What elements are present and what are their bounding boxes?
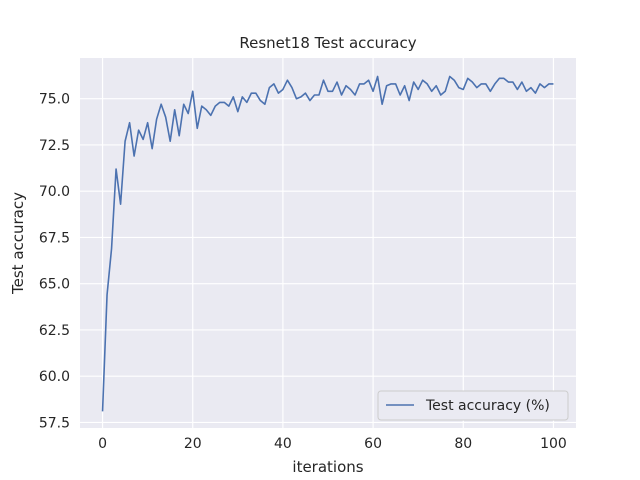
y-tick-label: 62.5 [39, 323, 70, 339]
y-axis-label: Test accuracy [9, 192, 27, 295]
x-tick-label: 0 [98, 436, 107, 452]
y-tick-label: 65.0 [39, 277, 70, 293]
chart-title: Resnet18 Test accuracy [239, 34, 416, 52]
legend: Test accuracy (%) [377, 390, 569, 421]
y-tick-label: 60.0 [39, 369, 70, 385]
plot-area [80, 58, 576, 428]
y-tick-label: 75.0 [39, 92, 70, 108]
legend-label: Test accuracy (%) [425, 398, 550, 414]
x-tick-label: 40 [274, 436, 292, 452]
tick-labels: 0 20 40 60 80 100 57.5 60.0 62.5 65.0 67.5 70.0 72.5… [39, 92, 567, 452]
y-tick-label: 67.5 [39, 230, 70, 246]
y-tick-label: 70.0 [39, 184, 70, 200]
x-tick-label: 20 [184, 436, 202, 452]
x-tick-label: 60 [364, 436, 382, 452]
legend-box [377, 390, 569, 421]
y-tick-label: 72.5 [39, 138, 70, 154]
series-line [101, 75, 554, 412]
x-tick-label: 80 [454, 436, 472, 452]
y-tick-label: 57.5 [39, 415, 70, 431]
x-axis-label: iterations [292, 458, 363, 476]
series-group [101, 75, 554, 412]
grid [80, 58, 576, 428]
x-tick-label: 100 [540, 436, 567, 452]
